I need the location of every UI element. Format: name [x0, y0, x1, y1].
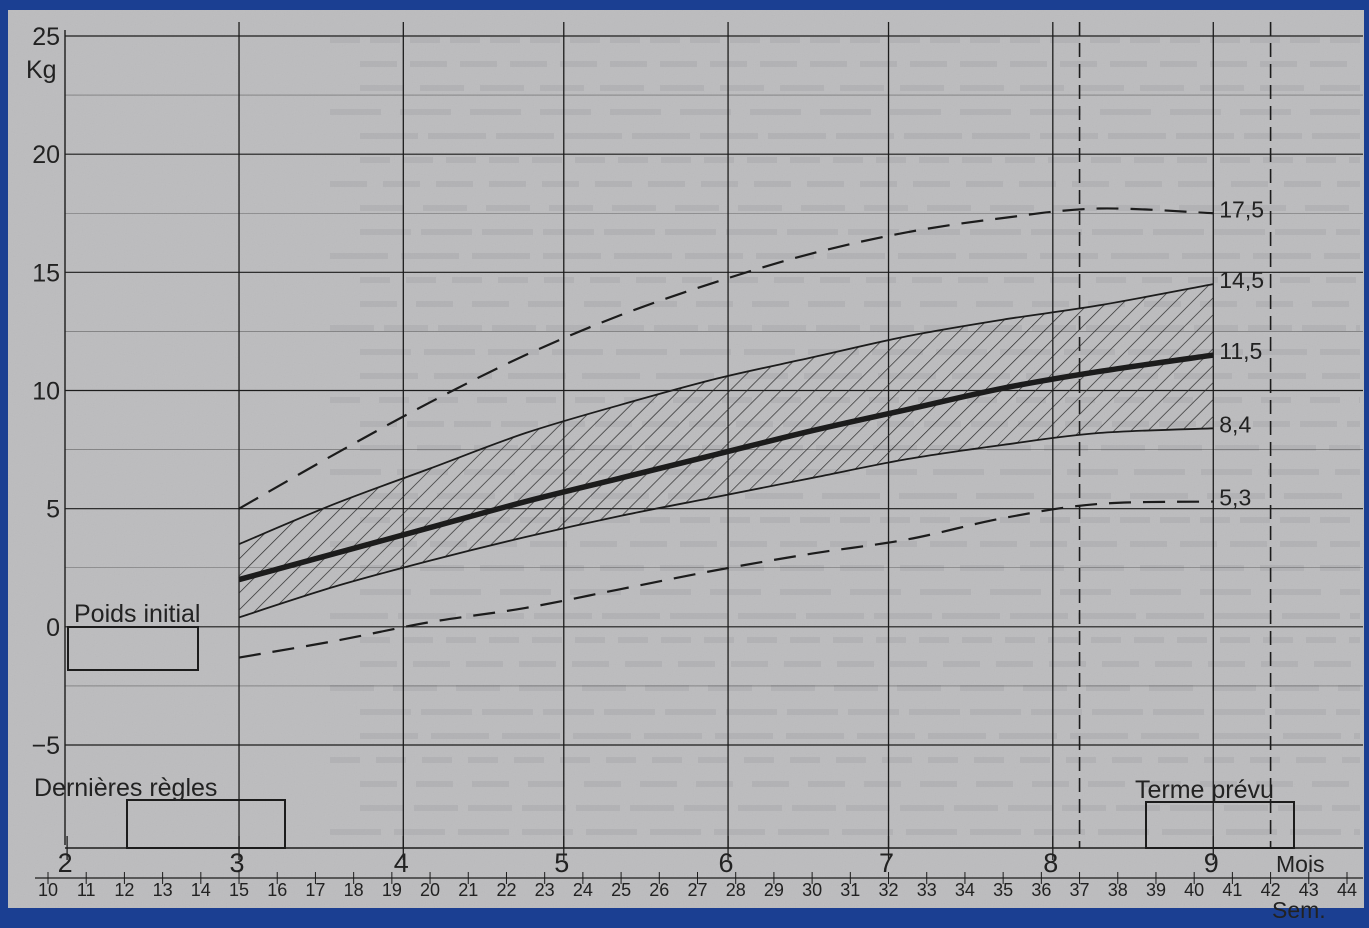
terme-prevu-label: Terme prévu: [1135, 776, 1274, 804]
week-tick-label: 10: [38, 880, 58, 900]
y-tick-label: −5: [31, 732, 60, 760]
week-tick-label: 11: [77, 880, 96, 900]
week-tick-label: 29: [764, 880, 784, 900]
month-tick-label: 4: [394, 848, 409, 878]
week-tick-label: 16: [267, 880, 287, 900]
week-tick-label: 37: [1070, 880, 1090, 900]
month-tick-label: 9: [1204, 848, 1219, 878]
week-tick-label: 41: [1222, 880, 1242, 900]
y-tick-label: 15: [32, 259, 60, 287]
series-group: [238, 207, 1214, 659]
dernieres-regles-box: [126, 799, 286, 849]
week-tick-label: 44: [1337, 880, 1357, 900]
poids-initial-box: [67, 626, 199, 671]
y-axis: 25 20 15 10 5 0 −5 Kg: [26, 23, 60, 760]
week-tick-label: 24: [573, 880, 593, 900]
week-tick-label: 17: [305, 880, 325, 900]
end-label-1: 14,5: [1219, 267, 1264, 293]
x-axis: 2 3 4 5 6 7 8 910 11 12 13 14 15 16 17 18 19 20 21 22 23 24 25…: [35, 836, 1363, 923]
dernieres-regles-label: Dernières règles: [34, 774, 217, 802]
end-label-0: 17,5: [1219, 196, 1264, 222]
series-line-2: [238, 352, 1214, 583]
week-tick-label: 28: [726, 880, 746, 900]
week-unit-label: Sem.: [1272, 897, 1326, 923]
week-tick-label: 18: [344, 880, 364, 900]
week-tick-label: 26: [649, 880, 669, 900]
week-tick-label: 40: [1184, 880, 1204, 900]
week-tick-label: 30: [802, 880, 822, 900]
month-tick-label: 6: [719, 848, 734, 878]
week-tick-label: 33: [917, 880, 937, 900]
month-tick-label: 2: [58, 848, 73, 878]
annotations: Poids initial Dernières règles Terme prévu: [34, 600, 1295, 849]
week-tick-label: 20: [420, 880, 440, 900]
week-tick-label: 31: [840, 880, 860, 900]
end-label-4: 5,3: [1219, 485, 1251, 511]
week-tick-label: 39: [1146, 880, 1166, 900]
week-tick-label: 22: [496, 880, 516, 900]
week-tick-label: 12: [114, 880, 134, 900]
month-tick-label: 7: [879, 848, 894, 878]
terme-prevu-box: [1145, 801, 1295, 849]
series-line-0: [238, 207, 1214, 510]
week-tick-label: 25: [611, 880, 631, 900]
y-tick-label: 0: [46, 614, 60, 642]
week-tick-label: 34: [955, 880, 975, 900]
y-tick-label: 25: [32, 23, 60, 51]
end-label-3: 8,4: [1219, 411, 1251, 437]
y-tick-label: 5: [46, 496, 60, 524]
week-tick-label: 38: [1108, 880, 1128, 900]
week-tick-label: 21: [458, 880, 478, 900]
end-labels: 17,5 14,5 11,5 8,4 5,3: [1219, 196, 1264, 510]
week-tick-label: 13: [153, 880, 173, 900]
month-tick-label: 8: [1043, 848, 1058, 878]
end-label-2: 11,5: [1219, 338, 1262, 364]
series-line-1: [238, 283, 1214, 545]
month-tick-label: 3: [230, 848, 245, 878]
week-tick-label: 15: [229, 880, 249, 900]
y-unit-label: Kg: [26, 56, 57, 84]
series-line-3: [238, 427, 1214, 619]
week-tick-label: 14: [191, 880, 211, 900]
week-tick-label: 23: [535, 880, 555, 900]
week-tick-label: 35: [993, 880, 1013, 900]
week-tick-label: 42: [1261, 880, 1281, 900]
series-line-4: [238, 500, 1214, 659]
week-tick-label: 19: [382, 880, 402, 900]
week-tick-label: 36: [1031, 880, 1051, 900]
week-tick-label: 27: [687, 880, 707, 900]
week-tick-label: 32: [879, 880, 899, 900]
poids-initial-label: Poids initial: [74, 600, 200, 628]
y-tick-label: 10: [32, 378, 60, 406]
week-tick-label: 43: [1299, 880, 1319, 900]
month-tick-label: 5: [554, 848, 569, 878]
month-unit-label: Mois: [1276, 851, 1325, 877]
y-tick-label: 20: [32, 141, 60, 169]
